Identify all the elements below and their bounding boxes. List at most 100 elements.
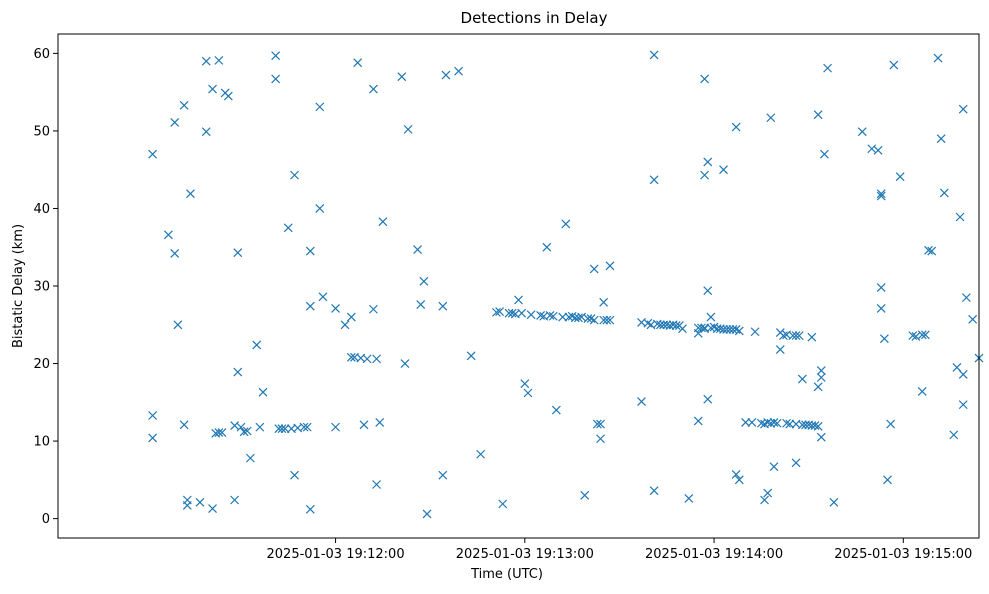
data-point <box>274 424 284 434</box>
data-point <box>346 312 356 322</box>
chart-title: Detections in Delay <box>461 9 608 27</box>
data-point <box>731 469 741 479</box>
data-point <box>280 424 290 434</box>
data-point <box>924 245 933 255</box>
data-point <box>542 242 552 252</box>
data-point <box>816 373 826 382</box>
data-point <box>933 53 943 63</box>
data-point <box>378 217 388 227</box>
x-axis-ticks: 2025-01-03 19:12:00 2025-01-03 19:13:00 20… <box>267 538 972 562</box>
data-point <box>961 293 971 303</box>
data-point <box>958 104 968 114</box>
data-point <box>208 504 217 513</box>
data-point <box>441 70 451 80</box>
data-point <box>857 127 867 137</box>
data-point <box>917 330 927 340</box>
data-point <box>968 314 978 324</box>
data-point <box>359 420 369 430</box>
data-point <box>413 245 422 254</box>
data-point <box>305 504 315 514</box>
data-point <box>958 369 968 379</box>
x-tick-label: 2025-01-03 19:15:00 <box>834 547 972 562</box>
data-point <box>596 419 605 429</box>
data-point <box>775 345 785 355</box>
data-point <box>823 63 833 73</box>
data-point <box>495 307 504 317</box>
data-point <box>813 421 823 431</box>
data-point <box>936 134 946 144</box>
data-point <box>561 219 571 229</box>
data-point <box>255 422 265 432</box>
plot-frame <box>57 33 980 539</box>
data-point <box>876 189 886 199</box>
data-point <box>223 91 233 101</box>
data-point <box>148 149 158 159</box>
data-point <box>693 328 703 338</box>
data-point <box>605 315 615 325</box>
y-tick-label: 40 <box>33 202 50 217</box>
data-point <box>747 418 757 427</box>
data-point <box>703 286 713 296</box>
data-point <box>725 324 735 334</box>
x-tick-label: 2025-01-03 19:14:00 <box>645 547 783 562</box>
data-point <box>876 304 886 313</box>
data-point <box>949 430 959 440</box>
data-point <box>170 117 180 127</box>
data-point <box>920 330 930 340</box>
data-point <box>766 418 776 428</box>
data-point <box>605 261 615 271</box>
data-point <box>514 295 523 305</box>
data-point <box>375 418 385 427</box>
data-point <box>536 311 546 320</box>
data-point <box>476 449 486 459</box>
data-point <box>592 419 602 429</box>
data-point <box>290 470 299 480</box>
data-point <box>816 432 826 442</box>
data-point <box>599 315 609 325</box>
data-point <box>580 490 590 500</box>
data-point <box>779 331 788 341</box>
data-point <box>883 475 892 485</box>
data-point <box>233 248 243 258</box>
data-point <box>637 397 646 406</box>
data-point <box>179 100 189 110</box>
data-point <box>507 308 517 318</box>
data-point <box>551 405 561 415</box>
data-point <box>239 427 249 437</box>
data-point <box>233 367 243 377</box>
data-point <box>649 50 659 60</box>
data-point <box>813 382 823 392</box>
data-point <box>372 480 381 489</box>
data-point <box>807 332 817 342</box>
data-point <box>772 418 782 428</box>
data-point <box>526 310 536 320</box>
data-point <box>955 212 965 222</box>
data-point <box>362 354 372 364</box>
data-point <box>419 276 429 286</box>
data-point <box>589 315 599 325</box>
data-point <box>760 495 769 505</box>
data-point <box>305 246 315 256</box>
data-point <box>214 55 224 65</box>
data-point <box>649 486 659 496</box>
data-point <box>318 292 328 302</box>
data-point <box>810 421 820 430</box>
data-point <box>939 188 949 198</box>
data-point <box>346 352 356 362</box>
data-point <box>208 84 217 94</box>
data-point <box>700 74 710 84</box>
data-points <box>148 50 984 519</box>
data-point <box>829 497 839 507</box>
data-point <box>245 453 255 463</box>
data-point <box>703 157 713 167</box>
data-point <box>299 422 309 432</box>
data-point <box>656 320 665 330</box>
data-point <box>662 320 672 330</box>
data-point <box>372 354 381 364</box>
data-point <box>731 122 741 132</box>
x-axis-label: Time (UTC) <box>470 567 543 582</box>
data-point <box>179 420 189 430</box>
data-point <box>700 170 710 180</box>
data-point <box>271 74 281 84</box>
data-point <box>734 475 744 485</box>
